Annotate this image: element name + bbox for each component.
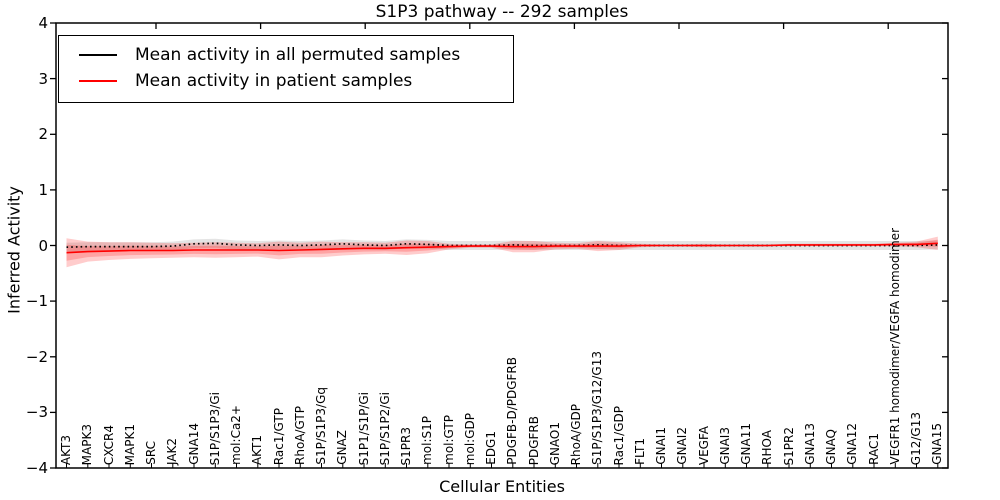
x-tick-label: RAC1 <box>866 433 881 465</box>
x-tick-label: S1P/S1P3/G12/G13 <box>590 351 605 465</box>
x-tick-label: GNAZ <box>335 430 350 465</box>
x-tick-label: S1PR2 <box>781 426 796 465</box>
x-tick-label: VEGFR1 homodimer/VEGFA homodimer <box>887 228 902 465</box>
permuted-std-band <box>66 238 938 252</box>
legend-item-permuted: Mean activity in all permuted samples <box>71 42 513 68</box>
x-tick-label: GNA13 <box>802 423 817 465</box>
y-tick-label: 3 <box>38 70 48 88</box>
y-tick-label: 0 <box>38 237 48 255</box>
patient-std-band-outer <box>66 236 938 268</box>
x-tick-label: AKT3 <box>59 434 73 465</box>
x-tick-label: Rac1/GTP <box>271 407 286 465</box>
x-tick-label: mol:GDP <box>462 412 477 465</box>
y-tick-label: −3 <box>25 403 48 421</box>
x-tick-label: RhoA/GDP <box>569 403 583 465</box>
y-tick-label: −1 <box>25 292 48 310</box>
x-tick-label: CXCR4 <box>101 424 116 465</box>
x-tick-label: RHOA <box>760 430 775 465</box>
legend-label-patient: Mean activity in patient samples <box>135 71 413 91</box>
x-tick-label: S1P/S1P2/Gi <box>377 391 392 465</box>
y-tick-label: −2 <box>25 348 48 366</box>
x-tick-label: GNA14 <box>186 423 201 465</box>
patient-line-swatch <box>79 80 117 82</box>
x-tick-label: PDGFRB <box>526 415 541 465</box>
x-tick-label: EDG1 <box>484 431 498 465</box>
x-tick-label: S1P/S1P3/Gi <box>207 391 222 465</box>
x-tick-label: mol:S1P <box>420 416 435 465</box>
x-tick-label: GNA11 <box>739 423 753 465</box>
x-tick-label: G12/G13 <box>909 411 923 465</box>
x-tick-label: GNA12 <box>845 423 860 465</box>
x-tick-label: GNAQ <box>824 429 838 465</box>
patient-mean-line <box>66 242 938 254</box>
chart-title: S1P3 pathway -- 292 samples <box>375 2 629 22</box>
x-tick-label: S1P1/S1P/Gi <box>356 391 371 465</box>
x-tick-label: GNA15 <box>930 423 945 465</box>
y-tick-label: −4 <box>25 459 48 477</box>
x-tick-label: VEGFA <box>696 425 711 465</box>
x-tick-label: AKT1 <box>250 434 265 465</box>
x-tick-label: GNAI3 <box>717 427 732 465</box>
x-tick-label: MAPK1 <box>122 423 137 465</box>
x-tick-label: GNAI2 <box>675 427 690 465</box>
y-tick-label: 4 <box>38 14 48 32</box>
x-tick-label: mol:GTP <box>441 415 456 465</box>
y-tick-label: 2 <box>38 125 48 143</box>
x-tick-label: mol:Ca2+ <box>229 405 243 465</box>
permuted-line-swatch <box>79 54 117 56</box>
x-tick-label: MAPK3 <box>80 423 95 465</box>
x-tick-label: SRC <box>144 441 158 465</box>
y-tick-label: 1 <box>38 181 48 199</box>
x-axis-label: Cellular Entities <box>439 477 565 496</box>
legend: Mean activity in all permuted samples Me… <box>58 35 514 103</box>
x-tick-label: RhoA/GTP <box>292 406 307 465</box>
x-tick-label: S1PR3 <box>399 426 413 465</box>
x-tick-label: FLT1 <box>632 438 647 465</box>
legend-label-permuted: Mean activity in all permuted samples <box>135 45 461 65</box>
x-tick-label: Rac1/GDP <box>611 405 626 465</box>
x-tick-label: JAK2 <box>165 437 180 465</box>
x-tick-label: S1P/S1P3/Gq <box>314 387 328 465</box>
legend-item-patient: Mean activity in patient samples <box>71 68 513 94</box>
x-tick-label: GNAI1 <box>654 427 668 465</box>
x-tick-label: PDGFB-D/PDGFRB <box>505 357 520 465</box>
x-tick-label: GNAO1 <box>547 421 562 465</box>
